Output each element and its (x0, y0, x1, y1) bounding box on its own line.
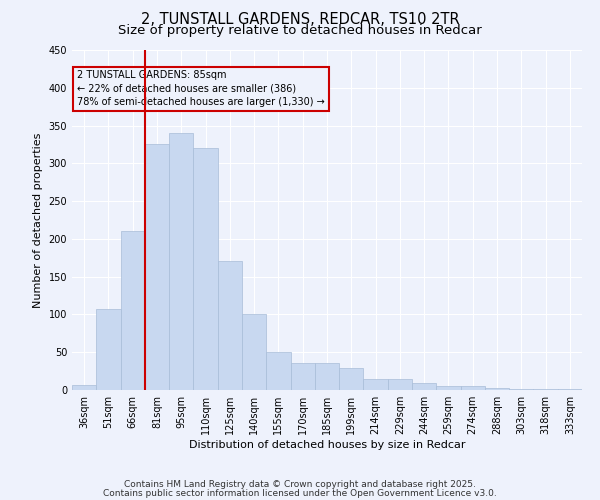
Bar (388, 378, 412, 390)
Bar (290, 363, 315, 390)
Y-axis label: Number of detached properties: Number of detached properties (33, 132, 43, 308)
Bar (121, 230, 145, 390)
Text: Contains HM Land Registry data © Crown copyright and database right 2025.: Contains HM Land Registry data © Crown c… (124, 480, 476, 489)
Bar (533, 389, 558, 390)
Bar (193, 148, 218, 390)
Bar (242, 314, 266, 390)
Bar (485, 388, 509, 390)
Bar (558, 389, 582, 390)
Bar (509, 389, 533, 390)
Bar (145, 144, 169, 390)
Bar (72, 386, 96, 390)
Bar (339, 368, 364, 390)
Bar (436, 386, 461, 390)
X-axis label: Distribution of detached houses by size in Redcar: Distribution of detached houses by size … (189, 440, 465, 450)
Text: 2 TUNSTALL GARDENS: 85sqm
← 22% of detached houses are smaller (386)
78% of semi: 2 TUNSTALL GARDENS: 85sqm ← 22% of detac… (77, 70, 325, 107)
Bar (364, 378, 388, 390)
Bar (412, 383, 436, 390)
Text: 2, TUNSTALL GARDENS, REDCAR, TS10 2TR: 2, TUNSTALL GARDENS, REDCAR, TS10 2TR (140, 12, 460, 28)
Bar (315, 363, 339, 390)
Bar (266, 352, 290, 390)
Text: Size of property relative to detached houses in Redcar: Size of property relative to detached ho… (118, 24, 482, 37)
Bar (96, 309, 121, 390)
Bar (169, 133, 193, 390)
Bar (218, 261, 242, 390)
Text: Contains public sector information licensed under the Open Government Licence v3: Contains public sector information licen… (103, 489, 497, 498)
Bar (461, 386, 485, 390)
